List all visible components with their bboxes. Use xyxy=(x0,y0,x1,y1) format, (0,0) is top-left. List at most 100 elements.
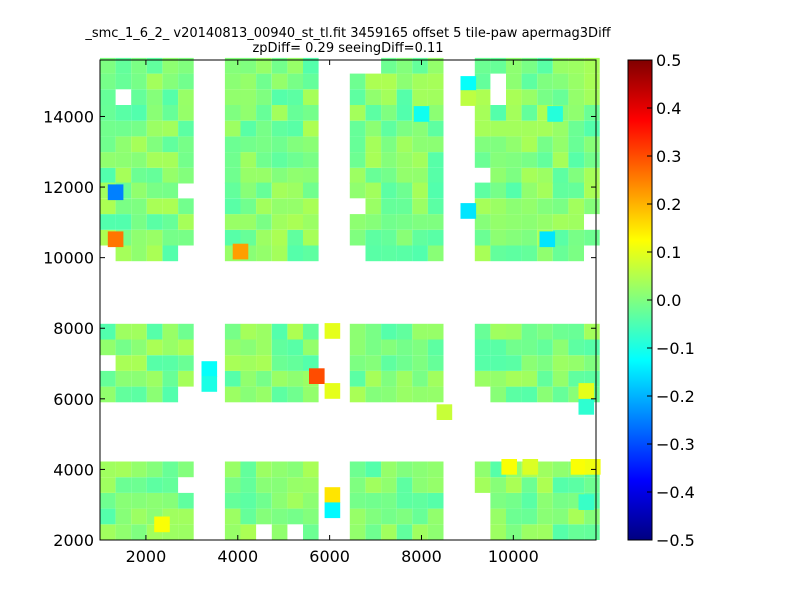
heatmap-cell xyxy=(412,245,428,262)
heatmap-cell xyxy=(115,461,132,478)
heatmap-cell xyxy=(381,461,397,478)
heatmap-cell xyxy=(349,386,366,403)
heatmap-cell xyxy=(427,492,444,509)
heatmap-cell xyxy=(256,461,272,478)
heatmap-cell xyxy=(474,120,491,137)
heatmap-cell xyxy=(396,152,413,168)
heatmap-cell-highlight xyxy=(460,203,477,219)
heatmap-cell xyxy=(365,323,382,340)
heatmap-cell xyxy=(537,120,553,137)
heatmap-cell xyxy=(303,136,319,153)
heatmap-cell xyxy=(162,386,179,403)
heatmap-cell xyxy=(287,339,303,356)
heatmap-cell-highlight xyxy=(460,76,477,92)
heatmap-cell xyxy=(256,105,272,121)
heatmap-cell xyxy=(224,323,241,340)
heatmap-cell xyxy=(178,323,194,340)
heatmap-cell xyxy=(490,339,506,356)
heatmap-cell xyxy=(365,136,382,153)
heatmap-cell xyxy=(256,245,272,262)
heatmap-cell xyxy=(115,136,132,153)
heatmap-cell xyxy=(287,245,303,262)
heatmap-cell xyxy=(396,339,413,356)
heatmap-cell xyxy=(412,492,428,509)
heatmap-cell xyxy=(396,214,413,230)
heatmap-cell xyxy=(381,89,397,105)
heatmap-cell xyxy=(381,198,397,215)
heatmap-cell xyxy=(146,198,163,215)
heatmap-cell xyxy=(287,492,303,509)
heatmap-cell xyxy=(115,120,132,137)
heatmap-cell xyxy=(474,323,491,340)
heatmap-cell xyxy=(303,120,319,137)
heatmap-cell xyxy=(349,524,366,540)
heatmap-cell xyxy=(506,492,522,509)
heatmap-cell xyxy=(365,492,382,509)
heatmap-cell xyxy=(131,339,147,356)
heatmap-cell xyxy=(427,386,444,403)
heatmap-cell xyxy=(474,477,491,493)
heatmap-cell xyxy=(146,152,163,168)
heatmap-cell xyxy=(100,508,116,525)
heatmap-cell xyxy=(162,355,179,371)
heatmap-cell xyxy=(474,89,491,105)
heatmap-cell xyxy=(178,136,194,153)
heatmap-cell xyxy=(537,492,553,509)
heatmap-cell xyxy=(287,198,303,215)
heatmap-cell xyxy=(490,167,506,184)
heatmap-cell xyxy=(537,323,553,340)
heatmap-cell xyxy=(381,214,397,230)
heatmap-cell xyxy=(100,386,116,403)
heatmap-cell xyxy=(537,57,553,74)
heatmap-cell xyxy=(224,339,241,356)
chart-title-line2: zpDiff= 0.29 seeingDiff=0.11 xyxy=(252,41,443,56)
heatmap-cell xyxy=(256,182,272,199)
heatmap-cell xyxy=(521,73,538,90)
heatmap-cell xyxy=(115,245,132,262)
heatmap-cell xyxy=(568,152,584,168)
heatmap-cell xyxy=(584,339,600,356)
heatmap-cell xyxy=(381,370,397,387)
heatmap-cell xyxy=(552,152,569,168)
heatmap-cell xyxy=(490,508,506,525)
heatmap-cell xyxy=(224,136,241,153)
heatmap-cell xyxy=(146,323,163,340)
heatmap-cell xyxy=(490,120,506,137)
heatmap-cell xyxy=(100,524,116,540)
heatmap-cell xyxy=(474,57,491,74)
heatmap-cell xyxy=(427,461,444,478)
heatmap-cell xyxy=(224,524,241,540)
heatmap-cell xyxy=(146,477,163,493)
heatmap-cell xyxy=(365,214,382,230)
heatmap-cell xyxy=(131,370,147,387)
heatmap-cell xyxy=(303,229,319,246)
heatmap-cell xyxy=(224,214,241,230)
heatmap-cell xyxy=(100,57,116,74)
heatmap-cell xyxy=(131,73,147,90)
heatmap-cell-highlight xyxy=(585,459,601,475)
heatmap-cell xyxy=(584,120,600,137)
heatmap-cell xyxy=(396,89,413,105)
heatmap-cell xyxy=(568,370,584,387)
heatmap-cell xyxy=(146,57,163,74)
heatmap-cell xyxy=(131,323,147,340)
heatmap-cell xyxy=(537,89,553,105)
heatmap-cell xyxy=(381,339,397,356)
heatmap-cell xyxy=(521,152,538,168)
heatmap-cell xyxy=(349,229,366,246)
heatmap-cell xyxy=(240,229,257,246)
colorbar-ticks: 0.5 0.4 0.3 0.2 0.1 0.0 −0.1 −0.2 −0.3 −0.4 −0.5 xyxy=(647,51,695,550)
heatmap-cell xyxy=(552,198,569,215)
heatmap-cell xyxy=(349,508,366,525)
heatmap-cell xyxy=(271,355,288,371)
heatmap-cell xyxy=(178,461,194,478)
heatmap-cell xyxy=(552,57,569,74)
heatmap-cell xyxy=(552,245,569,262)
heatmap-cell xyxy=(427,73,444,90)
heatmap-cell xyxy=(146,386,163,403)
heatmap-cell xyxy=(568,89,584,105)
heatmap-cell xyxy=(490,214,506,230)
heatmap-cell-highlight xyxy=(309,368,325,384)
heatmap-cell xyxy=(178,198,194,215)
heatmap-cell xyxy=(381,524,397,540)
